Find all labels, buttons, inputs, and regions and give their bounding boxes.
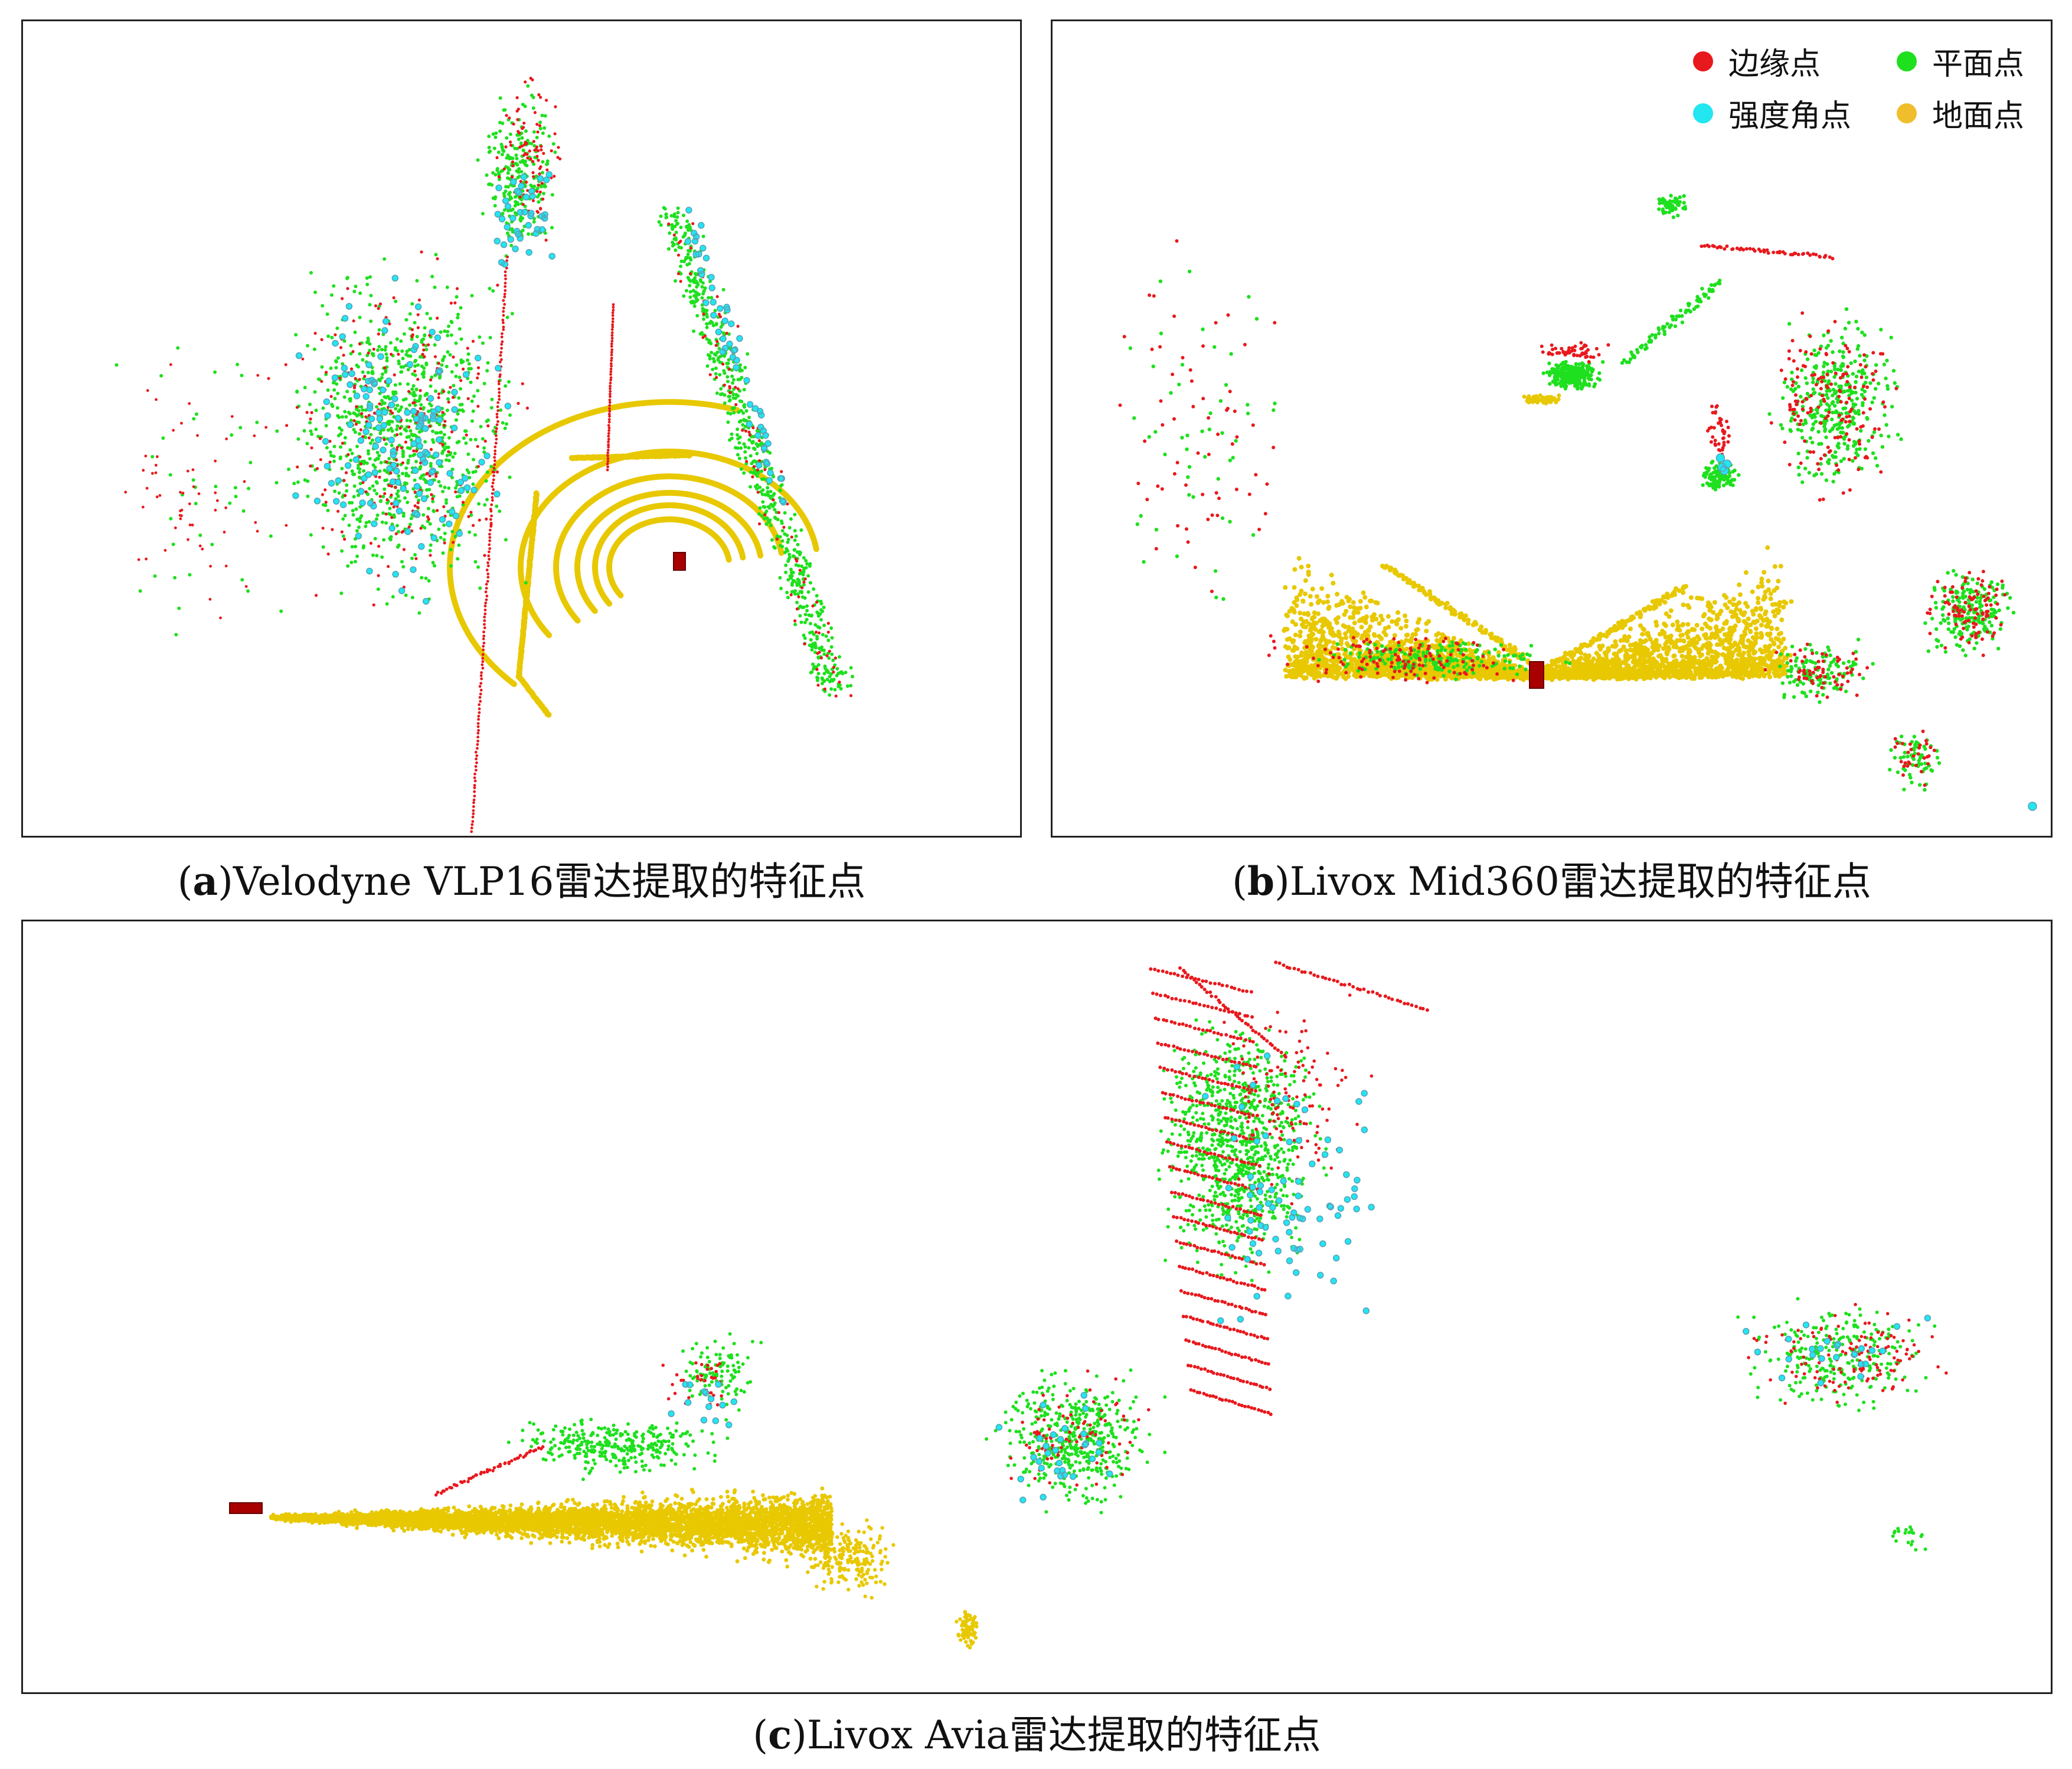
edge-dot-icon bbox=[1693, 51, 1713, 71]
caption-a-text: Velodyne VLP16雷达提取的特征点 bbox=[233, 859, 866, 904]
intensity-points bbox=[1715, 453, 2037, 811]
plane-points bbox=[506, 1018, 1937, 1552]
ground-points bbox=[269, 1486, 979, 1650]
point-cloud-a bbox=[115, 76, 854, 833]
intensity-dot-icon bbox=[1693, 103, 1713, 123]
ground-points bbox=[447, 399, 819, 718]
intensity-points bbox=[668, 1052, 1932, 1503]
point-cloud-c bbox=[229, 960, 1948, 1650]
caption-c-text: Livox Avia雷达提取的特征点 bbox=[806, 1712, 1321, 1758]
sensor-box-a bbox=[673, 552, 686, 571]
ground-dot-icon bbox=[1897, 103, 1917, 123]
ground-points bbox=[1282, 393, 1794, 682]
sensor-box-b bbox=[1529, 661, 1544, 689]
legend-item-edge: 边缘点 bbox=[1693, 39, 1821, 83]
plane-dot-icon bbox=[1897, 51, 1917, 71]
panel-b-mid360: 边缘点 平面点 强度角点 地面点 bbox=[1051, 19, 2053, 838]
caption-c: (c)Livox Avia雷达提取的特征点 bbox=[753, 1712, 1321, 1758]
legend-item-ground: 地面点 bbox=[1897, 91, 2024, 135]
edge-points bbox=[434, 960, 1948, 1497]
panel-c-avia bbox=[21, 920, 2053, 1694]
legend-item-plane: 平面点 bbox=[1897, 39, 2024, 83]
legend-item-intensity: 强度角点 bbox=[1693, 91, 1851, 135]
caption-a: (a)Velodyne VLP16雷达提取的特征点 bbox=[177, 858, 866, 904]
legend: 边缘点 平面点 强度角点 地面点 bbox=[1053, 21, 2051, 139]
panel-a-velodyne bbox=[21, 19, 1022, 838]
caption-b-text: Livox Mid360雷达提取的特征点 bbox=[1289, 859, 1871, 904]
intensity-points bbox=[292, 171, 787, 605]
point-cloud-b bbox=[1118, 194, 2037, 811]
caption-b: (b)Livox Mid360雷达提取的特征点 bbox=[1232, 858, 1871, 904]
edge-points bbox=[1118, 239, 2007, 787]
sensor-box-c bbox=[229, 1502, 263, 1514]
plane-points bbox=[1128, 194, 2016, 792]
